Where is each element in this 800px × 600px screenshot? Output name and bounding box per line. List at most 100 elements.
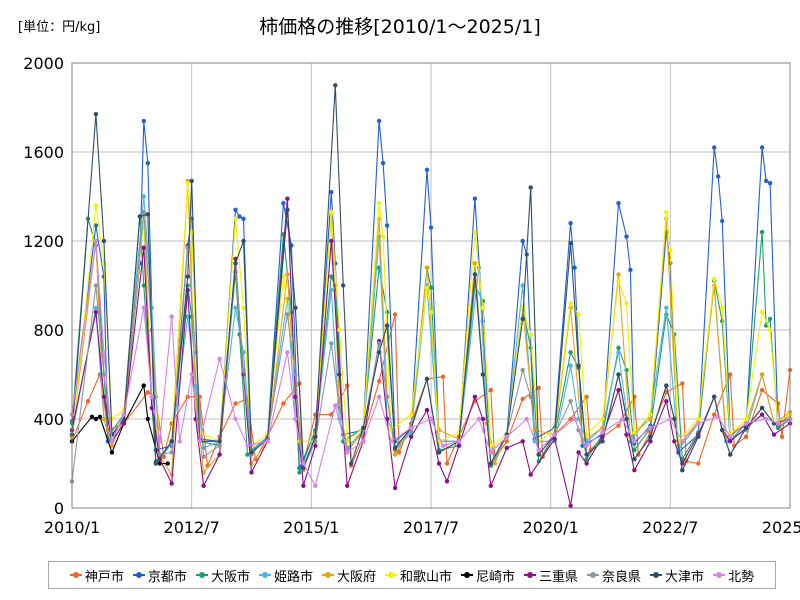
data-point (313, 483, 318, 488)
data-point (600, 425, 605, 431)
data-point (624, 301, 629, 306)
data-point (743, 421, 749, 426)
legend-label: 北勢 (728, 569, 755, 585)
x-tick-label: 2012/7 (164, 518, 220, 537)
data-point (237, 214, 242, 219)
data-point (165, 461, 170, 466)
data-point (233, 305, 238, 310)
data-point (664, 305, 669, 310)
data-point (759, 405, 765, 411)
y-tick-label: 800 (33, 321, 64, 340)
data-point (568, 301, 573, 306)
data-point (285, 312, 290, 317)
data-point (488, 387, 493, 393)
data-point (245, 452, 250, 457)
data-point (720, 318, 725, 324)
data-point (145, 212, 150, 217)
data-point (520, 305, 525, 310)
data-point (197, 439, 202, 444)
data-point (568, 350, 573, 355)
series-layer (69, 83, 793, 508)
data-point (177, 439, 182, 444)
data-point (524, 416, 529, 422)
legend-item: 大阪府 (321, 566, 376, 585)
data-point (408, 425, 414, 431)
data-point (759, 387, 765, 393)
data-point (361, 425, 366, 431)
data-point (217, 443, 222, 448)
data-point (480, 416, 486, 422)
x-tick-label: 2010/1 (44, 518, 100, 537)
legend-item: 尼崎市 (461, 566, 515, 585)
data-point (436, 450, 442, 455)
data-point (388, 439, 394, 444)
data-point (329, 274, 334, 279)
data-point (93, 112, 99, 117)
data-point (600, 430, 605, 435)
data-point (616, 278, 621, 284)
data-point (349, 461, 354, 466)
axes: 0 400 800 1200 1600 2000 2010/1 2012/7 2015/1 201… (23, 54, 800, 537)
data-point (293, 305, 298, 310)
data-point (584, 432, 589, 437)
legend-label: 姫路市 (273, 569, 313, 585)
legend-item: 大津市 (650, 566, 704, 585)
data-point (361, 439, 366, 444)
data-point (285, 196, 290, 201)
data-point (576, 416, 581, 422)
plot-area-border (71, 62, 791, 509)
data-point (536, 452, 541, 457)
data-point (504, 439, 509, 444)
data-point (329, 238, 334, 244)
legend-label: 大津市 (665, 569, 705, 585)
data-point (616, 372, 621, 377)
data-point (153, 461, 158, 466)
data-point (285, 350, 290, 355)
data-point (672, 439, 677, 444)
data-point (141, 383, 146, 388)
data-point (775, 421, 781, 426)
x-tick-label: 2022/7 (642, 518, 698, 537)
data-point (109, 439, 115, 444)
data-point (376, 201, 382, 206)
data-point (145, 416, 150, 422)
data-point (329, 287, 334, 293)
data-point (648, 425, 653, 431)
data-point (217, 356, 222, 362)
series-10 (69, 83, 793, 473)
legend-item: 大阪市 (195, 566, 250, 585)
data-point (520, 396, 525, 402)
data-point (384, 416, 390, 422)
data-point (233, 401, 238, 406)
data-point (313, 434, 318, 439)
data-point (536, 447, 541, 453)
data-point (568, 241, 573, 246)
data-point (169, 314, 174, 319)
data-point (568, 503, 573, 508)
data-point (620, 416, 625, 422)
data-point (380, 234, 386, 239)
data-point (668, 416, 673, 422)
data-point (293, 372, 298, 377)
data-point (472, 394, 478, 399)
data-point (265, 439, 270, 444)
data-point (149, 394, 154, 399)
data-point (241, 367, 246, 373)
data-point (480, 372, 486, 377)
legend-label: 大阪府 (336, 569, 376, 585)
data-point (141, 305, 146, 310)
data-point (341, 283, 346, 288)
data-point (101, 238, 107, 244)
series-11 (69, 238, 793, 488)
data-point (720, 305, 725, 310)
data-point (572, 265, 577, 270)
data-point (771, 432, 777, 437)
data-point (440, 443, 446, 448)
data-point (720, 218, 725, 224)
data-point (696, 421, 701, 426)
data-point (632, 468, 637, 473)
data-point (281, 201, 286, 206)
data-point (169, 439, 174, 444)
data-point (380, 160, 386, 166)
data-point (552, 436, 557, 442)
